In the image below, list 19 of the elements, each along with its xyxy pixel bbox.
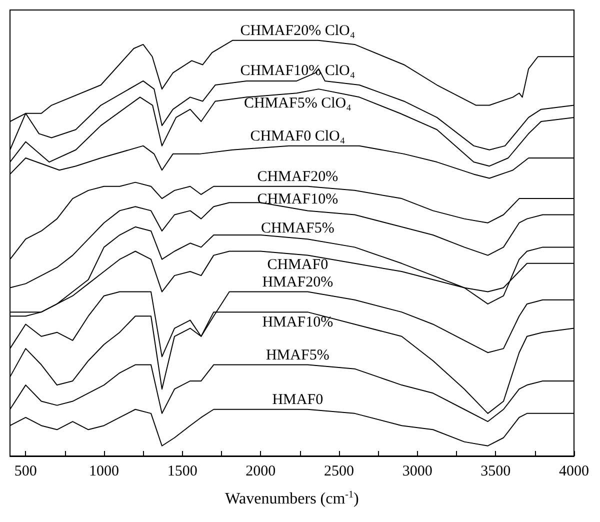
series-label: HMAF5% bbox=[266, 347, 330, 364]
series-label: HMAF10% bbox=[262, 314, 334, 331]
x-tick-label: 1000 bbox=[89, 464, 119, 480]
series-label: CHMAF5% ClO₄ bbox=[244, 95, 352, 112]
series-label: HMAF20% bbox=[262, 274, 334, 290]
x-tick-label: 1500 bbox=[167, 464, 198, 480]
series-label: CHMAF20% ClO₄ bbox=[240, 22, 356, 39]
x-tick-label: 3500 bbox=[480, 464, 511, 480]
series-label: CHMAF20% bbox=[257, 168, 338, 185]
x-tick-label: 2000 bbox=[246, 464, 276, 480]
series-label: CHMAF10% bbox=[257, 191, 338, 208]
series-label: CHMAF0 bbox=[267, 256, 328, 273]
x-tick-label: 500 bbox=[14, 464, 37, 480]
series-label: CHMAF5% bbox=[260, 220, 334, 237]
x-tick-label: 2500 bbox=[324, 464, 354, 480]
series-label: CHMAF0 ClO₄ bbox=[250, 128, 346, 144]
x-tick-label: 3000 bbox=[402, 464, 432, 480]
x-tick-label: 4000 bbox=[559, 464, 589, 480]
series-label: HMAF0 bbox=[272, 392, 324, 408]
